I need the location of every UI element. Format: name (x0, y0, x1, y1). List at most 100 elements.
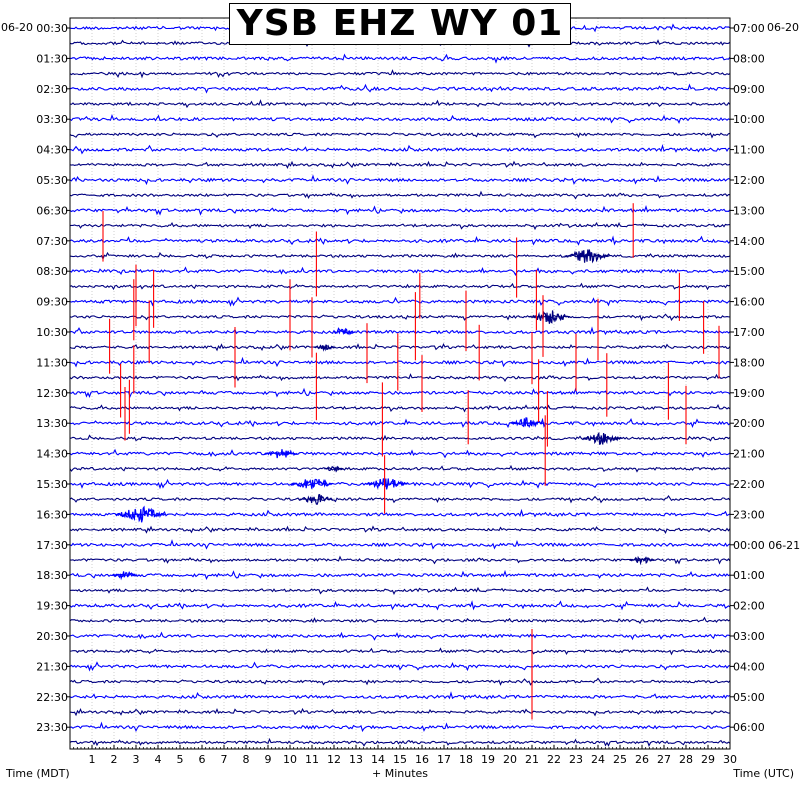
x-tick-label: 21 (525, 753, 539, 766)
trace-line (69, 464, 731, 473)
burst-mark (528, 310, 571, 324)
x-tick-label: 17 (437, 753, 451, 766)
right-tick-label: 08:00 (733, 52, 765, 65)
x-tick-label: 13 (349, 753, 363, 766)
burst-mark (115, 505, 166, 523)
left-tick-label: 02:30 (36, 83, 68, 96)
right-tick-label: 16:00 (733, 296, 765, 309)
left-tick-label: 12:30 (36, 387, 68, 400)
burst-mark (510, 417, 545, 428)
trace-rows (69, 23, 731, 747)
left-axis-label: Time (MDT) (5, 767, 70, 780)
right-tick-label: 00:00 06-21 (733, 539, 800, 552)
trace-line (69, 174, 731, 186)
left-tick-label: 09:30 (36, 296, 68, 309)
title-box: YSB EHZ WY 01 (229, 3, 571, 45)
burst-mark (291, 478, 333, 489)
x-tick-label: 8 (243, 753, 250, 766)
trace-line (69, 282, 731, 291)
left-tick-label: 20:30 (36, 630, 68, 643)
x-tick-label: 23 (569, 753, 583, 766)
right-tick-label: 15:00 (733, 265, 765, 278)
x-tick-label: 14 (371, 753, 385, 766)
burst-mark (629, 555, 655, 566)
left-tick-label: 07:30 (36, 235, 68, 248)
x-axis-ticks: 1 2 3 4 5 6 7 8 9 10 11 12 13 14 15 16 17 18 19 20 21 22 23 24 2… (69, 745, 737, 766)
left-tick-label: 03:30 (36, 113, 68, 126)
left-tick-label: 11:30 (36, 356, 68, 369)
burst-mark (112, 570, 138, 581)
trace-line (69, 143, 731, 155)
x-tick-label: 11 (305, 753, 319, 766)
trace-line (69, 387, 731, 399)
left-tick-label: 10:30 (36, 326, 68, 339)
right-tick-label: 03:00 (733, 630, 765, 643)
trace-line (69, 221, 730, 231)
left-tick-label: 08:30 (36, 265, 68, 278)
right-axis-label: Time (UTC) (732, 767, 794, 780)
left-axis-ticks: 00:30 01:30 02:30 03:30 04:30 05:30 06:30 07:30… (36, 22, 70, 734)
left-tick-label: 06:30 (36, 204, 68, 217)
right-tick-label: 04:00 (733, 660, 765, 673)
chart-title: YSB EHZ WY 01 (236, 3, 564, 44)
right-axis-ticks: 07:00 08:00 09:00 10:00 11:00 12:00 13:00 14:00… (730, 22, 800, 734)
right-tick-label: 21:00 (733, 448, 765, 461)
trace-line (69, 326, 731, 336)
trace-line (69, 616, 731, 625)
x-axis-label: + Minutes (372, 767, 428, 780)
right-tick-label: 12:00 (733, 174, 765, 187)
right-date-label: 06-20 (767, 21, 799, 34)
burst-mark (324, 465, 344, 473)
trace-line (69, 691, 731, 700)
right-tick-label: 07:00 (733, 22, 765, 35)
x-tick-label: 22 (547, 753, 561, 766)
left-tick-label: 05:30 (36, 174, 68, 187)
trace-line (69, 99, 731, 109)
right-tick-label: 23:00 (733, 508, 765, 521)
trace-line (69, 737, 731, 747)
left-tick-label: 14:30 (36, 448, 68, 461)
trace-line (69, 525, 731, 535)
left-tick-label: 01:30 (36, 52, 68, 65)
x-tick-label: 7 (221, 753, 228, 766)
x-tick-label: 27 (657, 753, 671, 766)
left-tick-label: 21:30 (36, 660, 68, 673)
trace-line (69, 600, 731, 611)
left-tick-label: 18:30 (36, 569, 68, 582)
trace-line (69, 69, 731, 79)
trace-line (69, 113, 731, 124)
trace-line (69, 677, 731, 686)
trace-line (69, 296, 731, 307)
trace-line (69, 448, 731, 459)
minute-grid (91, 18, 709, 749)
burst-mark (333, 327, 356, 336)
trace-line (69, 417, 731, 429)
x-tick-label: 24 (591, 753, 605, 766)
right-tick-label: 11:00 (733, 144, 765, 157)
trace-line (69, 631, 731, 641)
burst-mark (564, 249, 610, 264)
trace-line (69, 266, 731, 276)
x-tick-label: 10 (283, 753, 297, 766)
x-tick-label: 4 (155, 753, 162, 766)
x-tick-label: 9 (265, 753, 272, 766)
right-tick-label: 09:00 (733, 83, 765, 96)
x-tick-label: 26 (635, 753, 649, 766)
left-tick-label: 00:30 (36, 22, 68, 35)
burst-mark (313, 344, 336, 352)
right-tick-label: 10:00 (733, 113, 765, 126)
left-tick-label: 16:30 (36, 508, 68, 521)
trace-line (69, 132, 731, 139)
right-tick-label: 06:00 (733, 721, 765, 734)
trace-line (69, 83, 731, 94)
trace-line (69, 235, 731, 246)
trace-line (69, 160, 731, 170)
x-tick-label: 25 (613, 753, 627, 766)
right-tick-label: 19:00 (733, 387, 765, 400)
trace-line (69, 190, 731, 200)
left-tick-label: 23:30 (36, 721, 68, 734)
trace-line (69, 721, 731, 733)
right-tick-label: 20:00 (733, 417, 765, 430)
burst-mark (299, 493, 333, 505)
